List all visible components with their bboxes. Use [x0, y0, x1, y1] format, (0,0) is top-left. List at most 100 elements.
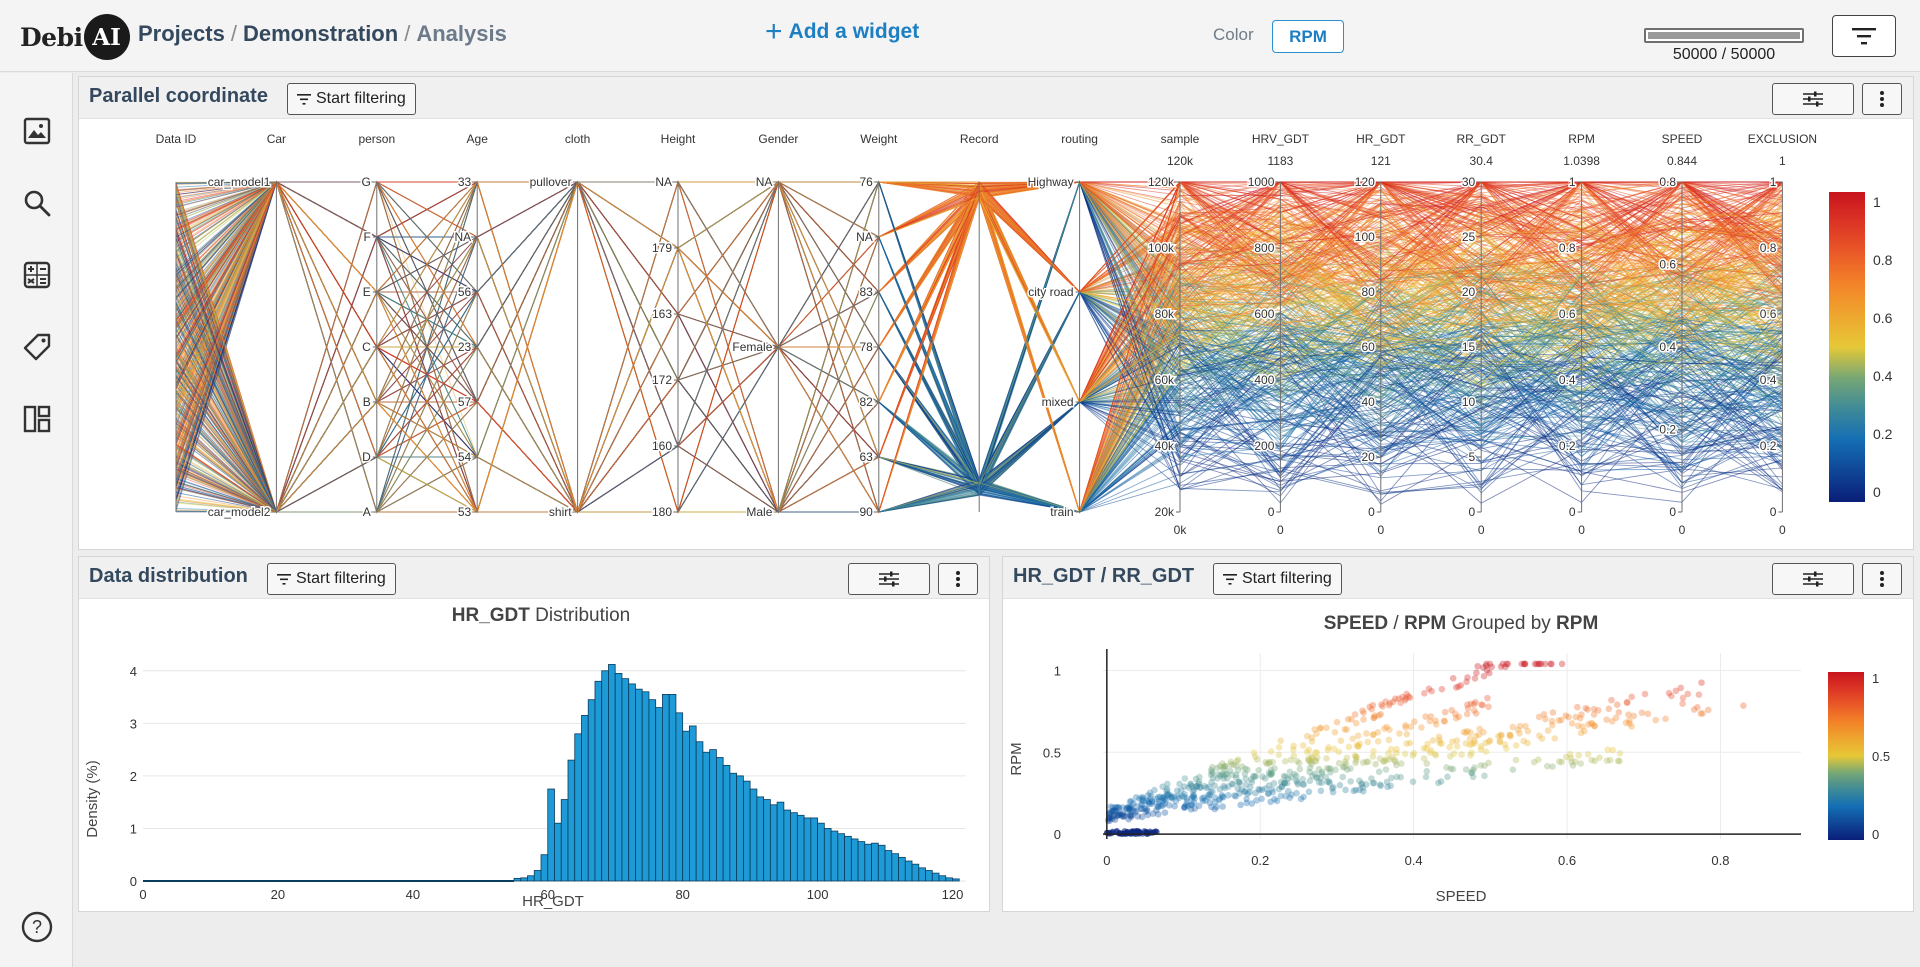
scatter-point: [1311, 757, 1319, 764]
scatter-point: [1470, 707, 1478, 714]
scatter-point: [1177, 787, 1185, 794]
scatter-point: [1382, 766, 1390, 773]
scatter-point: [1243, 795, 1250, 803]
search-icon[interactable]: [21, 187, 53, 219]
widget-menu-button[interactable]: [938, 563, 978, 595]
tick-label: 0.2: [1659, 423, 1676, 437]
x-tick-label: 60: [541, 887, 555, 902]
scatter-point: [1220, 782, 1227, 790]
scatter-point: [1331, 728, 1339, 736]
calculator-icon[interactable]: [21, 259, 53, 291]
scatter-point: [1463, 678, 1470, 686]
widget-settings-button[interactable]: [1772, 563, 1854, 595]
dashboard-icon[interactable]: [21, 403, 53, 435]
start-filtering-button[interactable]: Start filtering: [287, 83, 416, 115]
color-column-button[interactable]: RPM: [1272, 20, 1344, 53]
scatter-point: [1251, 753, 1259, 760]
scatter-point: [1243, 799, 1250, 807]
scatter-chart[interactable]: SPEED / RPM Grouped by RPM 0 0.2 0.4 0.6 0.8 0…: [1003, 599, 1913, 911]
scatter-point: [1265, 759, 1273, 767]
start-filtering-button[interactable]: Start filtering: [267, 563, 396, 595]
scatter-point: [1695, 691, 1703, 698]
histogram-bar: [581, 715, 589, 882]
scatter-point: [1524, 727, 1532, 735]
scatter-point: [1497, 731, 1505, 739]
axis-label: RPM: [1568, 132, 1595, 146]
scatter-point: [1630, 712, 1638, 720]
histogram-bar: [513, 877, 522, 882]
scatter-point: [1148, 800, 1156, 808]
histogram-bar: [945, 877, 953, 882]
scatter-point: [1699, 710, 1707, 717]
scatter-point: [1641, 690, 1649, 698]
scatter-point: [1181, 783, 1188, 790]
histogram-bar: [769, 804, 778, 882]
scatter-point: [1522, 722, 1529, 730]
colorbar-tick: 1: [1873, 194, 1881, 210]
scatter-point: [1211, 798, 1219, 806]
breadcrumb-project[interactable]: Demonstration: [242, 21, 399, 46]
histogram-bar: [844, 835, 852, 882]
scatter-point: [1584, 706, 1591, 713]
y-tick-label: 0: [130, 874, 137, 889]
axis-label: routing: [1061, 132, 1098, 146]
scatter-point: [1424, 740, 1431, 748]
scatter-point: [1359, 784, 1367, 791]
scatter-point: [1202, 797, 1209, 804]
tag-icon[interactable]: [21, 331, 53, 363]
scatter-point: [1354, 743, 1362, 750]
scatter-point: [1472, 710, 1480, 717]
filter-label: Start filtering: [316, 90, 406, 107]
scatter-point: [1499, 660, 1507, 668]
tick-label: Male: [746, 505, 772, 519]
scatter-point: [1467, 700, 1475, 708]
scatter-point: [1437, 778, 1445, 785]
scatter-point: [1262, 785, 1270, 792]
y-tick-label: 0.5: [1043, 745, 1061, 760]
axis-label: Weight: [860, 132, 898, 146]
debiai-logo[interactable]: Debi AI: [20, 14, 130, 60]
scatter-point: [1333, 718, 1341, 726]
add-widget-button[interactable]: + Add a widget: [765, 17, 919, 47]
scatter-point: [1175, 794, 1183, 802]
breadcrumb-projects[interactable]: Projects: [138, 21, 225, 46]
start-filtering-button[interactable]: Start filtering: [1213, 563, 1342, 595]
widget-menu-button[interactable]: [1862, 563, 1902, 595]
tick-label: 800: [1254, 241, 1274, 255]
scatter-point: [1145, 798, 1152, 805]
scatter-point: [1277, 792, 1285, 800]
scatter-point: [1388, 774, 1395, 782]
widget-menu-button[interactable]: [1862, 83, 1902, 115]
scatter-point: [1322, 773, 1330, 781]
scatter-point: [1530, 758, 1538, 766]
parallel-coordinate-chart[interactable]: Data ID Car car_model1 car_model2 person G F E C…: [79, 119, 1913, 549]
filters-button[interactable]: [1832, 15, 1896, 57]
scatter-point: [1423, 767, 1431, 775]
scatter-point: [1156, 797, 1163, 805]
scatter-point: [1252, 773, 1259, 780]
x-tick-label: 100: [807, 887, 829, 902]
scatter-point: [1548, 721, 1556, 729]
widget-settings-button[interactable]: [848, 563, 930, 595]
scatter-point: [1679, 694, 1687, 702]
widget-settings-button[interactable]: [1772, 83, 1854, 115]
scatter-point: [1211, 794, 1218, 801]
scatter-point: [1509, 766, 1517, 773]
help-icon[interactable]: ?: [21, 911, 53, 943]
scatter-point: [1463, 710, 1471, 718]
histogram-bar: [810, 817, 818, 882]
scatter-point: [1458, 751, 1465, 759]
scatter-point: [1557, 716, 1565, 724]
tick-label: NA: [756, 175, 773, 189]
scatter-point: [1388, 753, 1396, 761]
image-icon[interactable]: [21, 115, 53, 147]
scatter-point: [1603, 757, 1611, 764]
histogram-bar: [682, 730, 690, 882]
filter-icon: [1223, 573, 1237, 585]
tick-label: 163: [652, 307, 672, 321]
scatter-point: [1462, 766, 1470, 773]
tick-label: 120: [1355, 175, 1375, 189]
scatter-point: [1449, 674, 1457, 682]
scatter-point: [1451, 710, 1459, 718]
